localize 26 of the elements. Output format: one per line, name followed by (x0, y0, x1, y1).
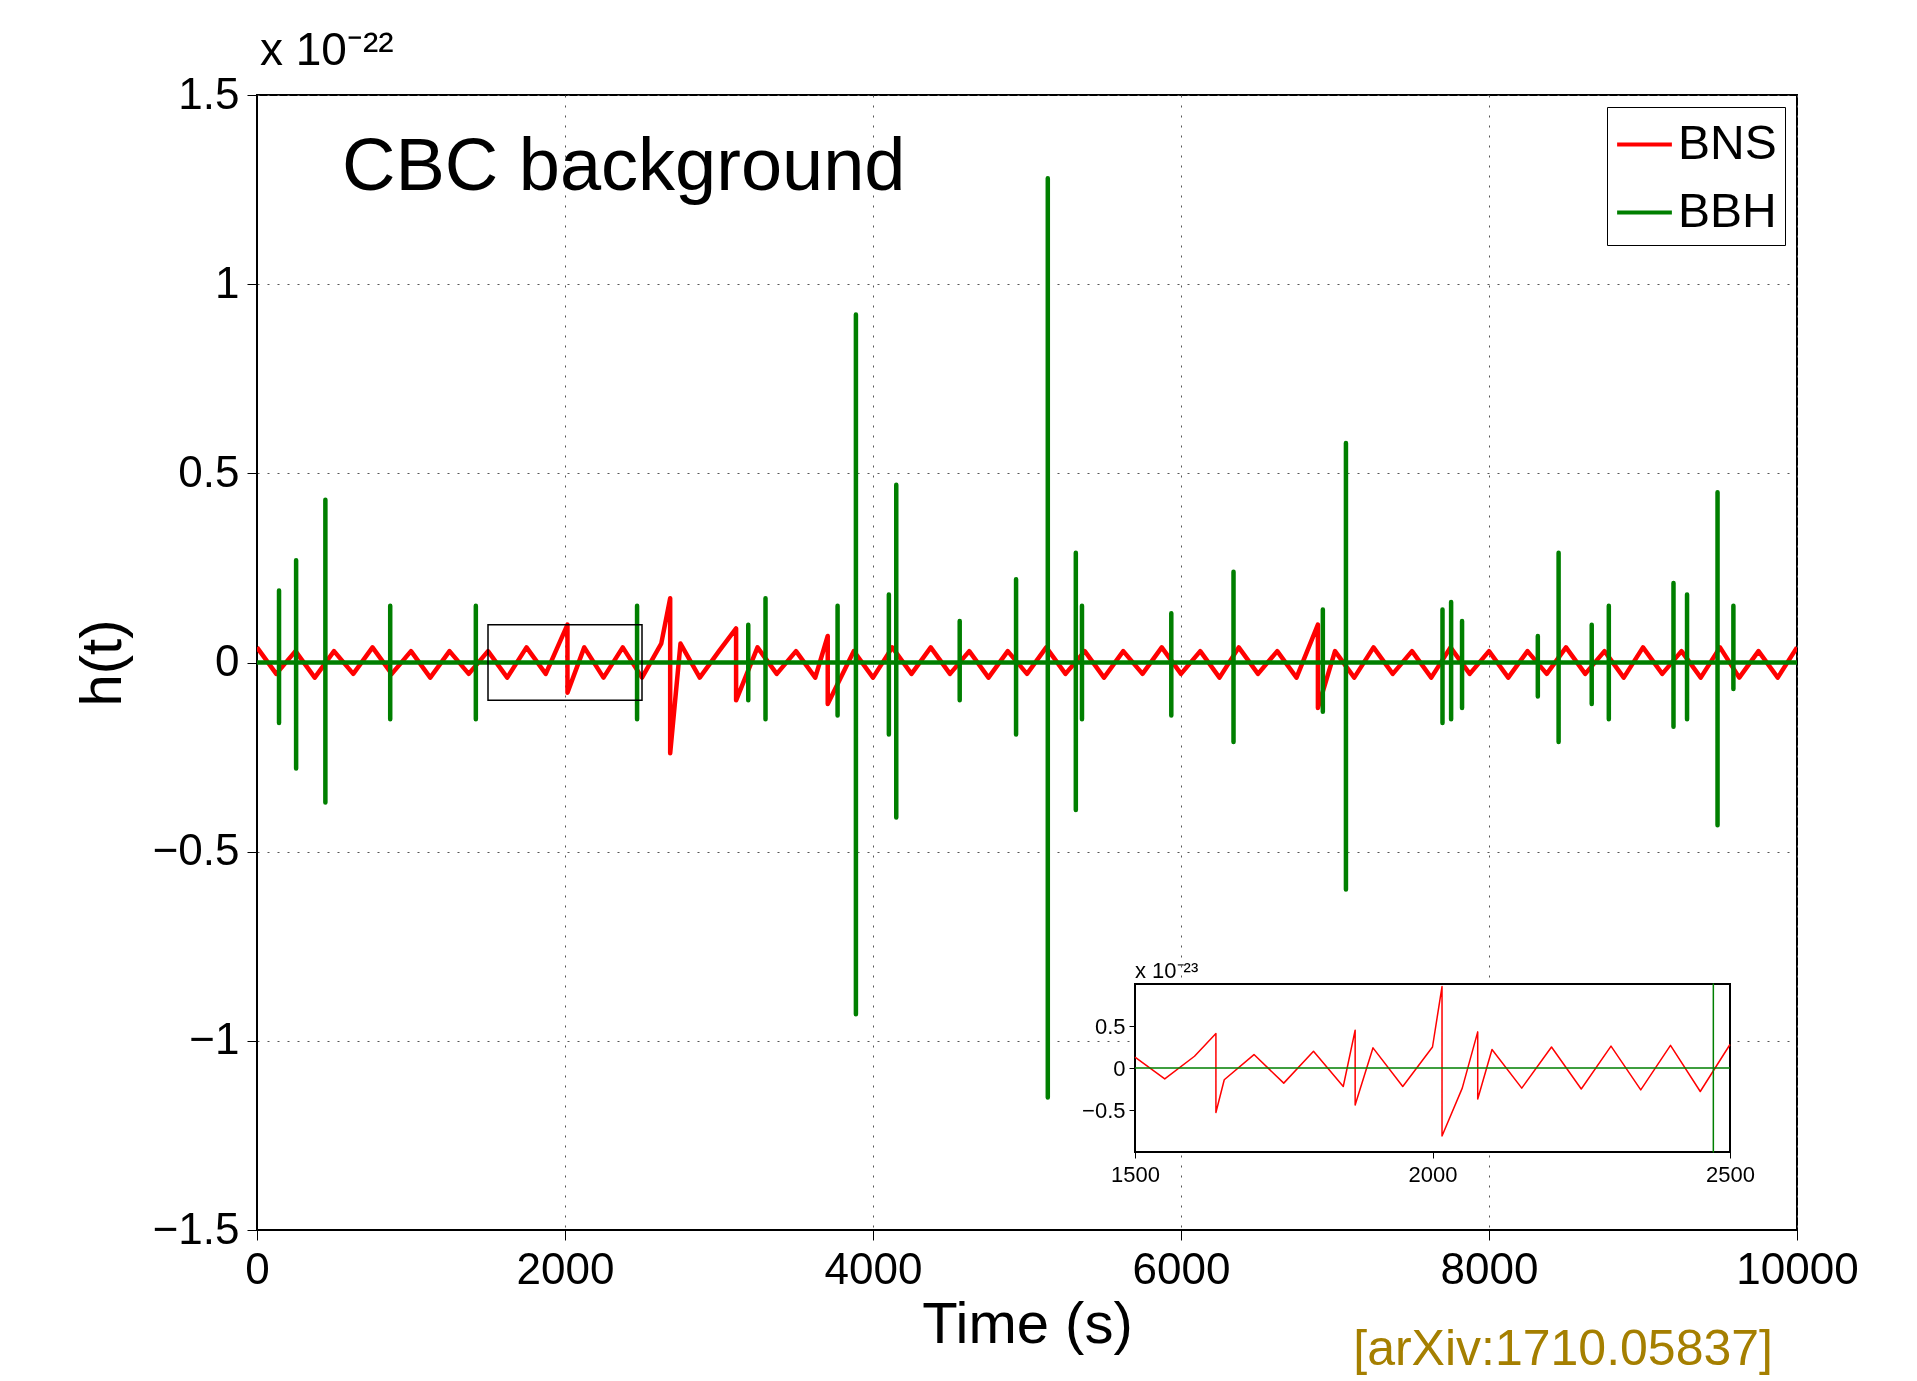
y-tick-label: −0.5 (1082, 1097, 1126, 1123)
y-tick-label: 0 (1113, 1055, 1126, 1081)
x-tick-label: 8000 (1440, 1243, 1539, 1293)
x-tick-label: 10000 (1736, 1243, 1859, 1293)
y-tick-label: 0.5 (1094, 1013, 1126, 1039)
y-tick-label: 0.5 (178, 446, 240, 496)
legend-label: BBH (1678, 183, 1777, 237)
x-tick-label: 2000 (1408, 1161, 1458, 1187)
chart-title: CBC background (342, 123, 906, 206)
y-tick-label: −1 (189, 1014, 240, 1064)
x-tick-label: 2000 (516, 1243, 615, 1293)
y-tick-label: 0 (215, 636, 240, 685)
y-tick-label: 1 (215, 257, 240, 307)
text: x 10⁻²² (260, 23, 394, 75)
y-axis-title: h(t) (67, 619, 133, 707)
y-tick-label: 1.5 (178, 68, 240, 118)
y-tick-label: −0.5 (152, 825, 240, 875)
x-tick-label: 1500 (1111, 1161, 1160, 1187)
x-axis-title: Time (s) (922, 1289, 1133, 1355)
text: [arXiv:1710.05837] (1353, 1320, 1773, 1376)
x-tick-label: 2500 (1706, 1161, 1755, 1187)
x-tick-label: 6000 (1132, 1243, 1231, 1293)
y-tick-label: −1.5 (152, 1203, 240, 1253)
annotation: x 10⁻²³ (1135, 958, 1199, 983)
legend-label: BNS (1678, 115, 1777, 169)
x-tick-label: 4000 (824, 1243, 923, 1293)
